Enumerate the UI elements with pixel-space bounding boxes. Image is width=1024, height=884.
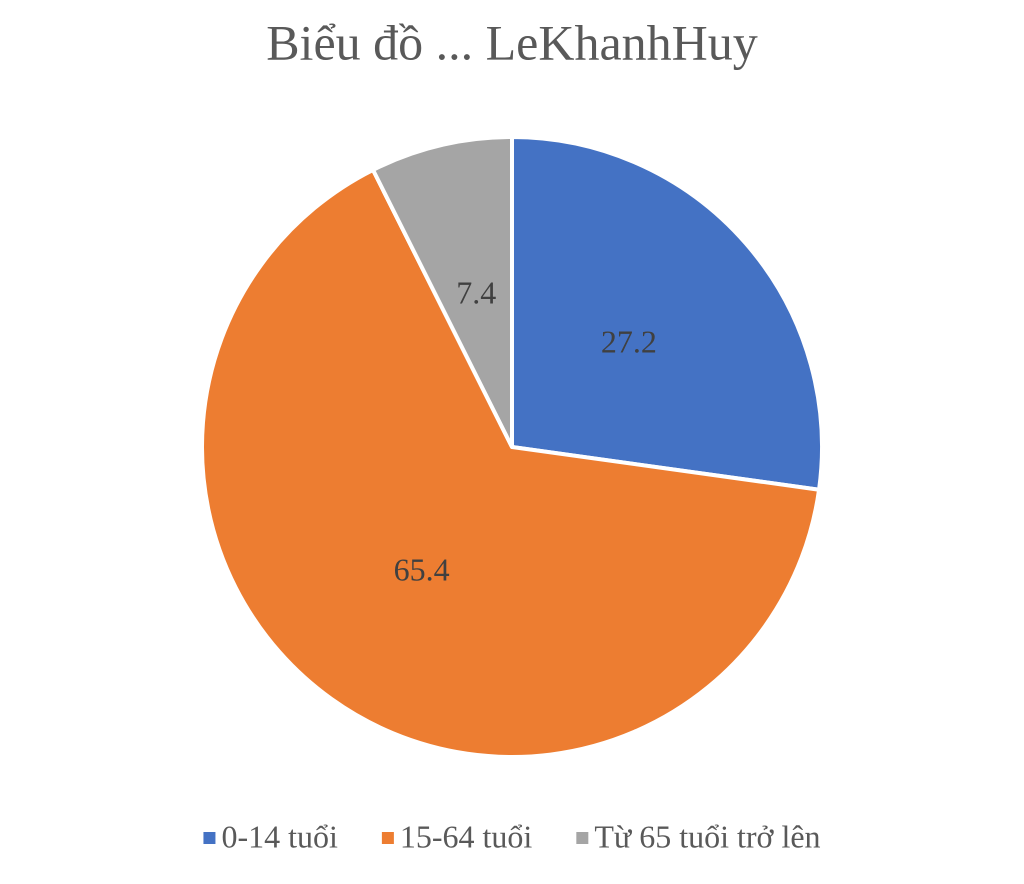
data-label: 7.4 <box>456 275 496 311</box>
pie-slice <box>371 135 514 449</box>
data-label: 65.4 <box>394 551 450 587</box>
pie-slice <box>200 167 822 759</box>
legend-swatch <box>381 832 394 844</box>
legend-swatch <box>203 832 216 844</box>
data-label: 27.2 <box>601 324 657 360</box>
pie-slice <box>510 135 824 492</box>
legend-label: 0-14 tuổi <box>221 818 338 854</box>
legend-label: Từ 65 tuổi trở lên <box>594 818 820 854</box>
legend-label: 15-64 tuổi <box>400 818 533 854</box>
chart-title: Biểu đồ ... LeKhanhHuy <box>266 14 758 70</box>
legend-swatch <box>576 832 589 844</box>
